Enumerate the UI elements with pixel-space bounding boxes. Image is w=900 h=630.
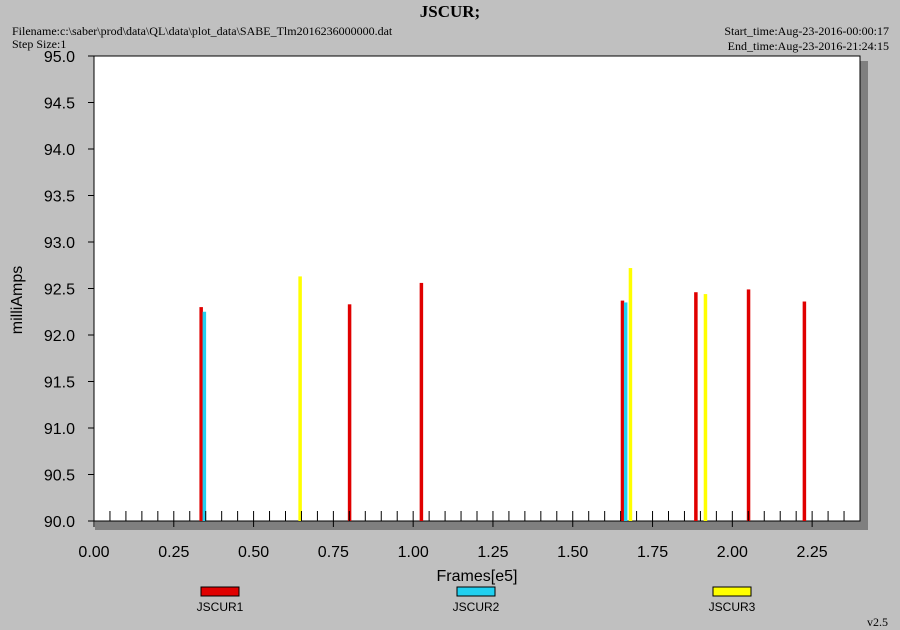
x-tick-label: 0.75 — [318, 544, 349, 561]
y-tick-label: 91.0 — [44, 421, 75, 438]
jscur3-legend-label: JSCUR3 — [709, 600, 756, 614]
y-tick-label: 91.5 — [44, 375, 75, 392]
x-tick-label: 0.50 — [238, 544, 269, 561]
y-tick-label: 92.0 — [44, 328, 75, 345]
y-tick-label: 90.5 — [44, 468, 75, 485]
jscur1-bar — [347, 304, 352, 521]
jscur1-bar — [620, 300, 625, 521]
jscur2-legend-swatch — [456, 586, 496, 597]
end-time-label: End_time:Aug-23-2016-21:24:15 — [727, 39, 889, 53]
step-size-label: Step Size:1 — [12, 37, 67, 51]
jscur3-bar — [298, 276, 302, 521]
data-bars — [199, 268, 807, 521]
x-tick-label: 0.00 — [78, 544, 109, 561]
x-tick-label: 1.00 — [398, 544, 429, 561]
x-axis-label: Frames[e5] — [437, 568, 518, 585]
y-tick-label: 94.5 — [44, 96, 75, 113]
start-time-label: Start_time:Aug-23-2016-00:00:17 — [724, 24, 889, 38]
plot-area — [93, 55, 861, 522]
y-axis: 90.0 90.5 91.0 91.5 92.0 92.5 93.0 93.5 94.0 94.5… — [44, 49, 94, 531]
y-tick-label: 93.5 — [44, 189, 75, 206]
jscur1-bar — [199, 307, 203, 521]
x-tick-label: 0.25 — [158, 544, 189, 561]
jscur2-bar — [623, 302, 628, 521]
chart-title: JSCUR; — [419, 2, 481, 21]
jscur1-legend-label: JSCUR1 — [197, 600, 244, 614]
jscur1-bar — [419, 282, 424, 521]
version-label: v2.5 — [867, 615, 888, 629]
x-tick-label: 1.50 — [557, 544, 588, 561]
jscur3-legend-swatch — [712, 586, 752, 597]
y-axis-label: milliAmps — [9, 266, 26, 334]
x-tick-label: 1.25 — [477, 544, 508, 561]
y-tick-label: 95.0 — [44, 49, 75, 66]
y-tick-label: 93.0 — [44, 235, 75, 252]
y-tick-label: 94.0 — [44, 142, 75, 159]
x-tick-label: 2.00 — [717, 544, 748, 561]
x-tick-label: 2.25 — [797, 544, 828, 561]
jscur2-legend-label: JSCUR2 — [453, 600, 500, 614]
jscur1-bar — [802, 301, 807, 521]
y-tick-label: 90.0 — [44, 514, 75, 531]
x-tick-label: 1.75 — [637, 544, 668, 561]
filename-label: Filename:c:\saber\prod\data\QL\data\plot… — [12, 24, 393, 38]
jscur2-bar — [202, 311, 207, 521]
jscur3-bar — [703, 294, 708, 521]
y-tick-label: 92.5 — [44, 282, 75, 299]
x-axis: 0.00 0.25 0.50 0.75 1.00 1.25 1.50 1.75 2.00 2.25 — [78, 521, 828, 561]
jscur1-bar — [694, 292, 698, 521]
jscur1-legend-swatch — [200, 586, 240, 597]
legend: JSCUR1 JSCUR2 JSCUR3 — [197, 586, 756, 614]
minor-ticks — [109, 511, 861, 521]
jscur1-bar — [746, 289, 751, 521]
jscur3-bar — [628, 268, 633, 521]
